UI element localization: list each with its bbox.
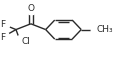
Text: CH₃: CH₃ bbox=[96, 25, 112, 34]
Text: F: F bbox=[0, 33, 5, 42]
Text: O: O bbox=[27, 4, 34, 13]
Text: F: F bbox=[0, 20, 5, 29]
Text: Cl: Cl bbox=[21, 37, 30, 46]
